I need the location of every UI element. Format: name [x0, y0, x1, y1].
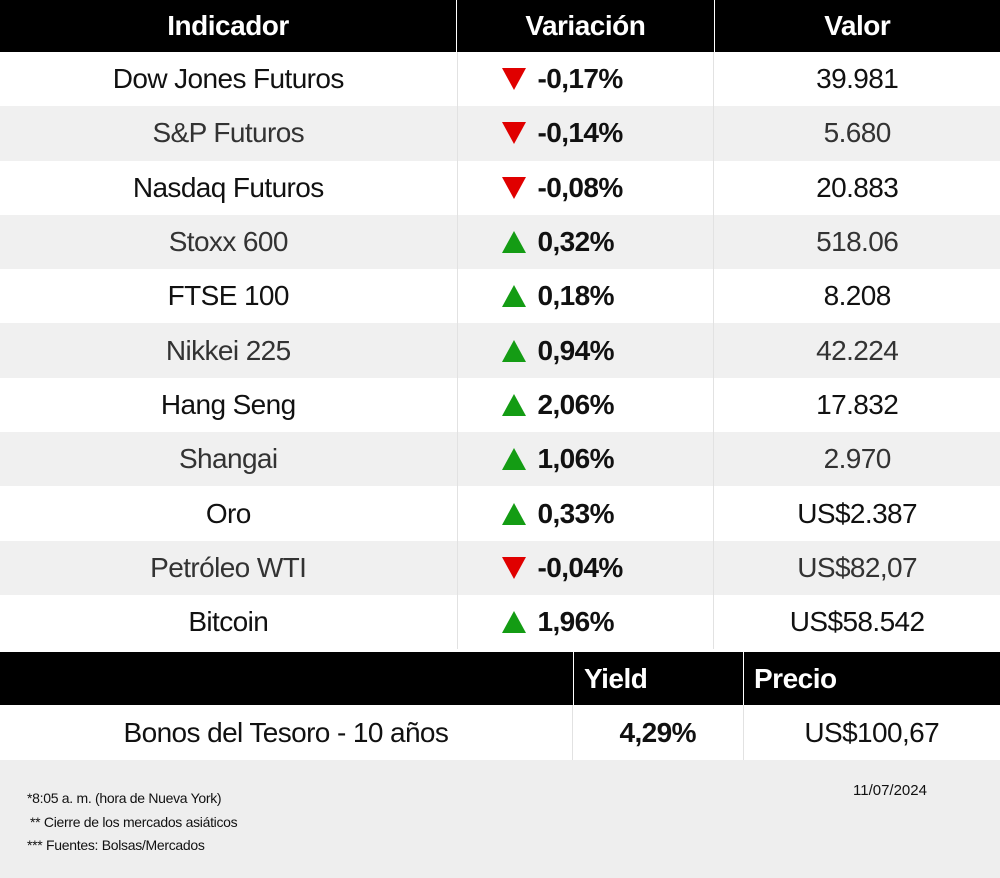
table-body: Dow Jones Futuros -0,17% 39.981 S&P Futuros… [0, 52, 1000, 650]
change-value: 0,32% [537, 226, 615, 258]
change-value: -0,08% [537, 171, 624, 203]
change-value: 0,33% [537, 497, 615, 529]
indicator-change: -0,17% [456, 52, 714, 107]
indicator-name: Dow Jones Futuros [112, 63, 345, 95]
indicator-name: Hang Seng [160, 388, 296, 420]
bonds-price: US$100,67 [742, 705, 1000, 760]
change-value: 1,06% [537, 443, 615, 475]
indicator-value: 518.06 [713, 214, 1000, 270]
indicator-name: Petróleo WTI [150, 551, 307, 583]
bonds-header: Yield Precio [0, 652, 1000, 705]
indicator-value: 39.981 [713, 52, 1000, 107]
table-row: Stoxx 600 0,32% 518.06 [0, 214, 1000, 270]
indicator-name: Oro [205, 497, 251, 529]
header-price: Precio [743, 652, 1000, 705]
indicator-change: 0,18% [456, 269, 714, 324]
header-change: Variación [456, 0, 713, 52]
indicator-value: 42.224 [713, 323, 1000, 378]
table-row: FTSE 100 0,18% 8.208 [0, 269, 1000, 324]
table-row: Nikkei 225 0,94% 42.224 [0, 323, 1000, 378]
indicator-change: 0,94% [456, 323, 714, 378]
triangle-down-icon [501, 122, 526, 145]
triangle-up-icon [501, 448, 526, 471]
indicator-value: 17.832 [713, 377, 1000, 433]
bonds-yield: 4,29% [571, 705, 743, 760]
table-row: Bitcoin 1,96% US$58.542 [0, 594, 1000, 650]
indicator-change: 2,06% [456, 377, 714, 433]
indicator-value: US$2.387 [713, 486, 1000, 541]
triangle-down-icon [501, 176, 526, 199]
indicator-change: 1,06% [456, 432, 714, 487]
indicator-value: 20.883 [713, 160, 1000, 215]
indicator-value: US$82,07 [713, 540, 1000, 595]
indicator-change: -0,14% [456, 106, 714, 161]
triangle-down-icon [501, 556, 526, 579]
change-value: -0,17% [537, 63, 624, 95]
indicator-name: Stoxx 600 [168, 226, 289, 258]
change-value: -0,04% [537, 551, 624, 583]
bonds-header-spacer [0, 652, 573, 705]
indicator-name: FTSE 100 [167, 280, 290, 312]
triangle-up-icon [501, 393, 526, 416]
change-value: 0,18% [537, 280, 615, 312]
indicator-change: -0,04% [456, 540, 714, 595]
indicator-change: -0,08% [456, 160, 714, 215]
change-value: 2,06% [537, 388, 615, 420]
bonds-row: Bonos del Tesoro - 10 años 4,29% US$100,… [0, 705, 1000, 760]
footnote-time: *8:05 a. m. (hora de Nueva York) [27, 790, 222, 806]
table-header: Indicador Variación Valor [0, 0, 1000, 52]
header-indicator: Indicador [167, 10, 289, 41]
indicator-change: 0,33% [456, 486, 714, 541]
indicator-change: 1,96% [456, 594, 714, 650]
indicator-value: 5.680 [713, 106, 1000, 161]
table-row: S&P Futuros -0,14% 5.680 [0, 106, 1000, 161]
indicator-value: 2.970 [713, 432, 1000, 487]
footnote-sources: *** Fuentes: Bolsas/Mercados [27, 837, 205, 853]
footer-date: 11/07/2024 [853, 782, 927, 799]
footnote-asia: ** Cierre de los mercados asiáticos [30, 814, 238, 830]
indicator-name: Nasdaq Futuros [132, 171, 324, 203]
triangle-up-icon [501, 285, 526, 308]
indicator-name: Bitcoin [188, 606, 269, 638]
triangle-up-icon [501, 339, 526, 362]
change-value: 1,96% [537, 606, 615, 638]
change-value: -0,14% [537, 117, 624, 149]
header-value: Valor [713, 0, 1000, 52]
table-row: Hang Seng 2,06% 17.832 [0, 377, 1000, 433]
table-row: Nasdaq Futuros -0,08% 20.883 [0, 160, 1000, 215]
triangle-up-icon [501, 611, 526, 634]
triangle-up-icon [501, 502, 526, 525]
triangle-up-icon [501, 231, 526, 254]
table-row: Petróleo WTI -0,04% US$82,07 [0, 540, 1000, 595]
header-yield: Yield [573, 652, 743, 705]
indicator-name: Shangai [178, 443, 278, 475]
indicator-name: S&P Futuros [152, 117, 305, 149]
change-value: 0,94% [537, 334, 615, 366]
footer: *8:05 a. m. (hora de Nueva York) ** Cier… [0, 760, 1000, 878]
triangle-down-icon [501, 68, 526, 91]
indicator-value: 8.208 [713, 269, 1000, 324]
bonds-name: Bonos del Tesoro - 10 años [123, 716, 449, 748]
indicator-name: Nikkei 225 [165, 334, 291, 366]
table-row: Shangai 1,06% 2.970 [0, 432, 1000, 487]
table-row: Oro 0,33% US$2.387 [0, 486, 1000, 541]
table-row: Dow Jones Futuros -0,17% 39.981 [0, 52, 1000, 107]
indicator-change: 0,32% [456, 214, 714, 270]
indicator-value: US$58.542 [713, 594, 1000, 650]
